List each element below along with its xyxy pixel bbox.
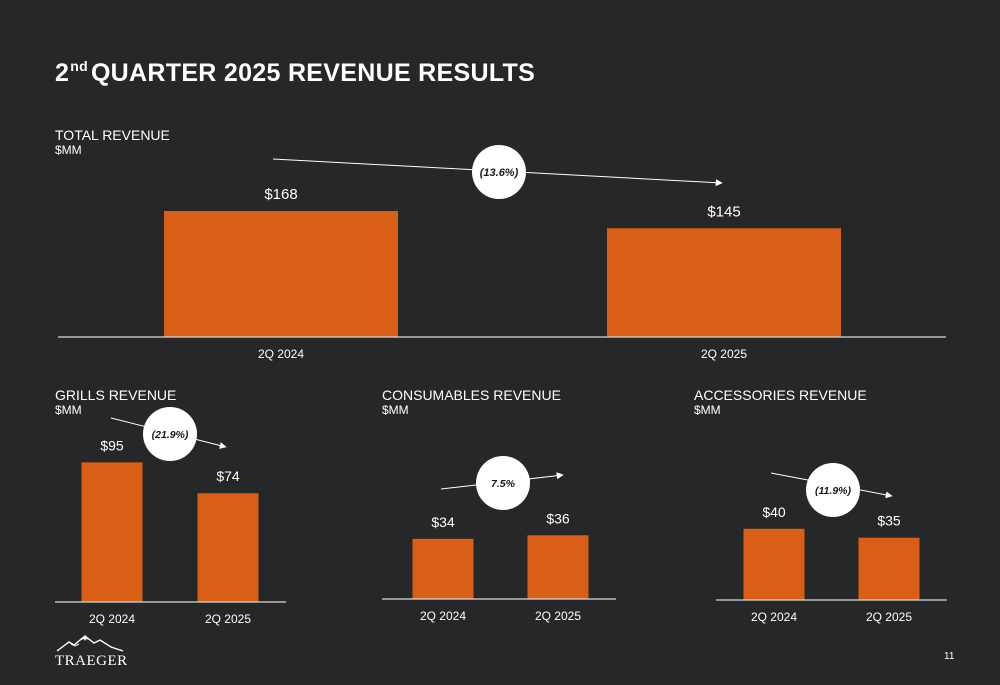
traeger-mountain-logo-icon — [56, 635, 124, 652]
total-tick-label-2: 2Q 2025 — [701, 347, 747, 361]
grills-change-label: (21.9%) — [152, 429, 189, 441]
grills-revenue-title-text: GRILLS REVENUE — [55, 387, 177, 403]
grills-revenue-title: GRILLS REVENUE $MM — [55, 387, 176, 417]
accessories-revenue-title-text: ACCESSORIES REVENUE — [694, 387, 867, 403]
accessories-tick-label-2: 2Q 2025 — [866, 610, 912, 624]
total-change-bubble — [472, 145, 526, 199]
grills-tick-label-1: 2Q 2024 — [89, 612, 135, 626]
consumables-revenue-title-text: CONSUMABLES REVENUE — [382, 387, 561, 403]
total-value-label-2: $145 — [707, 203, 740, 220]
title-prefix: 2 — [55, 59, 70, 87]
total-bar-2 — [607, 228, 841, 337]
grills-bar-2 — [197, 493, 259, 602]
consumables-revenue-title: CONSUMABLES REVENUE $MM — [382, 387, 561, 417]
consumables-tick-label-1: 2Q 2024 — [420, 609, 466, 623]
grills-value-label-1: $95 — [100, 437, 124, 453]
accessories-revenue-title: ACCESSORIES REVENUE $MM — [694, 387, 867, 417]
accessories-revenue-unit: $MM — [694, 403, 721, 417]
consumables-value-label-2: $36 — [546, 510, 570, 526]
consumables-bar-1 — [412, 538, 474, 599]
accessories-value-label-1: $40 — [762, 504, 786, 520]
consumables-revenue-unit: $MM — [382, 403, 409, 417]
accessories-change-bubble — [806, 463, 860, 517]
title-rest: QUARTER 2025 REVENUE RESULTS — [90, 59, 536, 87]
total-bar-1 — [164, 211, 398, 337]
consumables-value-label-1: $34 — [431, 514, 455, 530]
consumables-bar-2 — [527, 535, 589, 599]
accessories-tick-label-1: 2Q 2024 — [751, 610, 797, 624]
consumables-change-label: 7.5% — [491, 478, 516, 490]
accessories-value-label-2: $35 — [877, 513, 901, 529]
page-number: 11 — [944, 651, 955, 662]
grills-revenue-unit: $MM — [55, 403, 82, 417]
total-revenue-title: TOTAL REVENUE $MM — [55, 127, 170, 157]
accessories-bar-1 — [743, 528, 805, 600]
grills-tick-label-2: 2Q 2025 — [205, 612, 251, 626]
grills-value-label-2: $74 — [216, 468, 240, 484]
total-value-label-1: $168 — [264, 186, 297, 203]
total-revenue-unit: $MM — [55, 143, 82, 157]
total-change-label: (13.6%) — [480, 167, 519, 179]
total-revenue-title-text: TOTAL REVENUE — [55, 127, 170, 143]
page-title: 2nd QUARTER 2025 REVENUE RESULTS — [55, 58, 535, 88]
title-superscript: nd — [70, 58, 88, 74]
consumables-change-bubble — [476, 456, 530, 510]
grills-change-bubble — [143, 407, 197, 461]
grills-bar-1 — [81, 462, 143, 602]
consumables-tick-label-2: 2Q 2025 — [535, 609, 581, 623]
accessories-change-label: (11.9%) — [815, 485, 851, 497]
traeger-logo-text: TRAEGER — [55, 653, 128, 669]
accessories-bar-2 — [858, 537, 920, 600]
total-tick-label-1: 2Q 2024 — [258, 347, 304, 361]
